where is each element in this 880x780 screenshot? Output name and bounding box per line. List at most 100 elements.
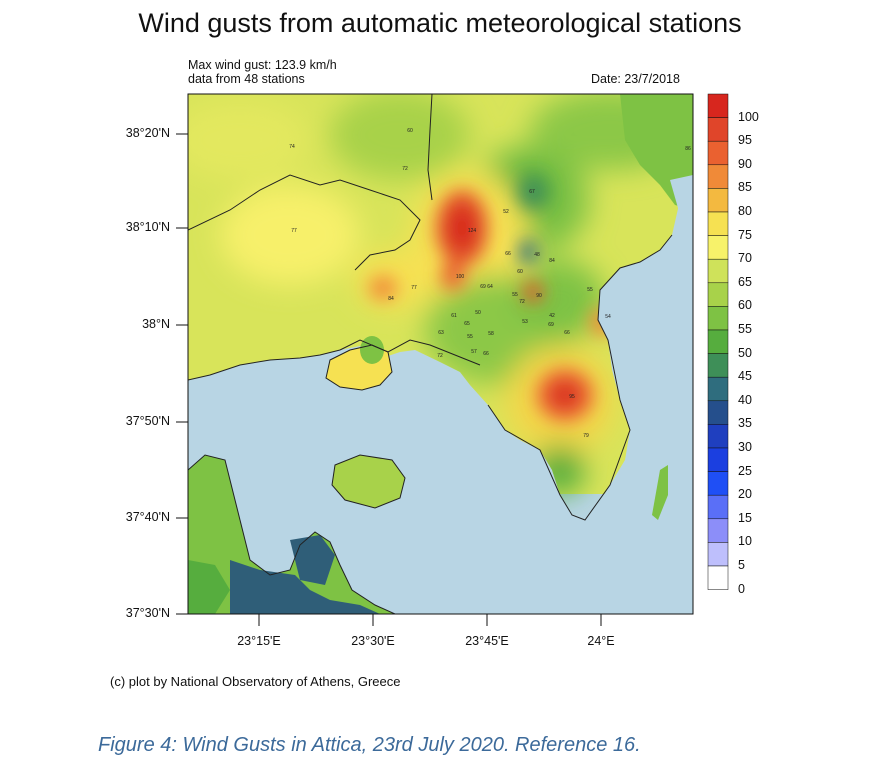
colorbar-swatch <box>707 447 729 472</box>
colorbar-swatch <box>707 424 729 449</box>
station-value: 42 <box>549 313 555 319</box>
station-value: 66 <box>505 251 511 257</box>
map-title: Wind gusts from automatic meteorological… <box>138 8 742 38</box>
colorbar-swatch <box>707 258 729 284</box>
station-value: 54 <box>605 314 611 320</box>
station-value: 55 <box>467 334 473 340</box>
colorbar <box>707 93 729 590</box>
station-value: 72 <box>519 299 525 305</box>
station-value: 65 <box>464 321 470 327</box>
colorbar-swatch <box>707 353 729 378</box>
station-value: 72 <box>437 353 443 359</box>
lat-label: 37°40'N <box>125 510 170 524</box>
colorbar-label: 95 <box>738 133 752 148</box>
lon-label: 23°45'E <box>465 634 509 648</box>
colorbar-swatch <box>707 211 729 236</box>
colorbar-label: 65 <box>738 274 752 289</box>
station-value: 58 <box>488 331 494 337</box>
colorbar-label: 25 <box>738 463 752 478</box>
colorbar-label: 35 <box>738 416 752 431</box>
colorbar-label: 40 <box>738 392 752 407</box>
colorbar-label: 30 <box>738 440 752 454</box>
station-value: 55 <box>587 287 593 293</box>
credit-text: (c) plot by National Observatory of Athe… <box>110 674 401 689</box>
colorbar-label: 15 <box>738 510 752 525</box>
colorbar-swatch <box>707 518 729 543</box>
lat-label: 38°20'N <box>125 126 170 140</box>
station-value: 124 <box>468 228 477 234</box>
lat-label: 38°N <box>142 317 170 331</box>
station-value: 48 <box>534 252 540 258</box>
colorbar-swatch <box>707 306 729 331</box>
colorbar-label: 90 <box>738 156 752 171</box>
station-value: 52 <box>503 209 509 215</box>
station-value: 61 <box>451 313 457 319</box>
colorbar-swatch <box>707 565 729 590</box>
station-value: 74 <box>289 144 295 150</box>
station-value: 100 <box>456 274 465 280</box>
station-value: 69 <box>548 322 554 328</box>
colorbar-swatch <box>707 494 729 520</box>
station-value: 86 <box>685 146 691 152</box>
lon-label: 23°30'E <box>351 634 395 648</box>
colorbar-swatch <box>707 140 729 166</box>
colorbar-label: 55 <box>738 322 752 336</box>
figure-caption: Figure 4: Wind Gusts in Attica, 23rd Jul… <box>98 734 641 756</box>
colorbar-label: 75 <box>738 227 752 242</box>
aegina-island <box>332 455 405 508</box>
colorbar-swatch <box>707 117 729 142</box>
station-value: 77 <box>411 285 417 291</box>
colorbar-swatch <box>707 282 729 307</box>
colorbar-label: 5 <box>738 558 745 572</box>
station-value: 77 <box>291 228 297 234</box>
colorbar-swatch <box>707 164 729 189</box>
colorbar-label: 50 <box>738 345 752 360</box>
lon-label: 23°15'E <box>237 634 281 648</box>
colorbar-label: 85 <box>738 180 752 195</box>
border-line-1 <box>188 174 421 271</box>
max-gust-text: Max wind gust: 123.9 km/h <box>188 58 337 72</box>
station-value: 60 <box>407 128 413 134</box>
station-value: 90 <box>536 293 542 299</box>
station-value: 84 <box>549 258 555 264</box>
colorbar-label: 0 <box>738 581 745 596</box>
colorbar-label: 20 <box>738 487 752 502</box>
colorbar-swatch <box>707 93 729 118</box>
station-value: 66 <box>483 351 489 357</box>
colorbar-swatch <box>707 471 729 496</box>
station-value: 55 <box>512 292 518 298</box>
lat-label: 38°10'N <box>125 220 170 234</box>
colorbar-label: 70 <box>738 251 752 266</box>
lat-label: 37°30'N <box>125 606 170 620</box>
stations-count-text: data from 48 stations <box>188 72 305 86</box>
colorbar-swatch <box>707 329 729 354</box>
colorbar-swatch <box>707 188 729 213</box>
station-value: 64 <box>487 284 493 290</box>
station-value: 84 <box>388 296 394 302</box>
lat-label: 37°50'N <box>125 414 170 428</box>
station-value: 66 <box>564 330 570 336</box>
station-value: 67 <box>529 189 535 195</box>
colorbar-swatch <box>707 235 729 260</box>
station-value: 72 <box>402 166 408 172</box>
coast-line-2 <box>487 234 673 521</box>
colorbar-label: 45 <box>738 369 752 384</box>
station-value: 53 <box>522 319 528 325</box>
station-value: 60 <box>517 269 523 275</box>
colorbar-label: 10 <box>738 534 752 549</box>
station-value: 63 <box>438 330 444 336</box>
colorbar-swatch <box>707 542 729 567</box>
station-value: 57 <box>471 349 477 355</box>
colorbar-swatch <box>707 376 729 402</box>
station-value: 95 <box>569 394 575 400</box>
colorbar-label: 100 <box>738 109 759 124</box>
date-text: Date: 23/7/2018 <box>591 72 680 86</box>
station-value: 69 <box>480 284 486 290</box>
colorbar-label: 80 <box>738 204 752 218</box>
station-value: 50 <box>475 310 481 316</box>
colorbar-label: 60 <box>738 298 752 313</box>
map-frame <box>187 93 694 615</box>
coast-line-1 <box>339 339 481 366</box>
border-line-2 <box>427 94 433 201</box>
